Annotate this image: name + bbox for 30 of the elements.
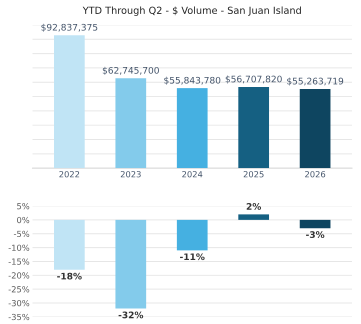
data-label: -32% <box>118 312 144 318</box>
data-label: $92,837,375 <box>41 24 98 32</box>
x-tick-label: 2022 <box>59 171 80 178</box>
data-label: 2% <box>246 203 262 210</box>
bar <box>54 35 85 168</box>
y-tick-label: -10% <box>8 244 30 251</box>
data-label: -3% <box>306 231 324 238</box>
bar <box>238 86 270 168</box>
x-tick-label: 2024 <box>182 171 202 178</box>
x-tick-label: 2023 <box>120 171 141 178</box>
y-tick-label: -25% <box>8 286 30 292</box>
y-tick-label: 0% <box>17 216 30 224</box>
data-label: -18% <box>57 272 82 280</box>
y-tick-label: -35% <box>8 314 30 320</box>
bar <box>300 89 330 168</box>
data-label: $55,843,780 <box>164 76 220 85</box>
x-tick-label: 2025 <box>244 171 264 178</box>
chart-title: YTD Through Q2 - $ Volume - San Juan Island <box>82 6 301 16</box>
bar <box>176 88 208 168</box>
y-tick-label: -30% <box>8 300 30 306</box>
y-tick-label: 5% <box>17 203 30 210</box>
data-label: $56,707,820 <box>226 75 282 84</box>
bar <box>115 78 146 168</box>
data-label: $62,745,700 <box>102 66 159 75</box>
y-tick-label: -5% <box>14 230 30 238</box>
y-tick-label: -20% <box>8 272 30 279</box>
data-label: $55,263,719 <box>287 78 344 86</box>
y-tick-label: -15% <box>8 258 30 265</box>
data-label: -11% <box>180 253 205 260</box>
x-tick-label: 2026 <box>305 171 326 178</box>
